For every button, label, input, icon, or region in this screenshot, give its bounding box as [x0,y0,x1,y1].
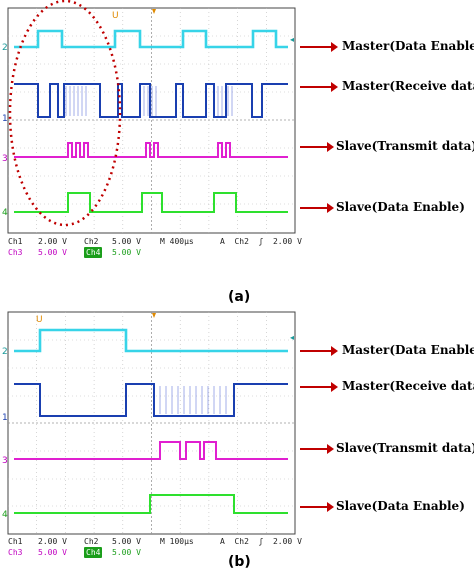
trigger-readout: A Ch2 ʃ 2.00 V [220,237,302,246]
ch3-label: Ch3 [8,248,23,257]
arrow-slave-transmit-b [300,444,334,454]
oscilloscope-display-a: U ◂ 2 1 3 4 [2,0,296,234]
arrow-master-receive-a [300,82,338,92]
ch4-scale: 5.00 V [112,248,141,257]
status-bar-a: Ch1 2.00 V Ch2 5.00 V M 400µs A Ch2 ʃ 2.… [8,236,302,260]
label-slave-transmit-data-b: Slave(Transmit data) [336,441,474,455]
arrow-master-enable-a [300,42,338,52]
ch1-label: Ch1 [8,237,23,246]
arrow-slave-transmit-a [300,142,334,152]
ch2-label: Ch2 [84,237,99,246]
ch2-marker: 2 [2,43,8,53]
trigger-readout: A Ch2 ʃ 2.00 V [220,537,302,546]
ch4-marker: 4 [2,208,8,218]
ch4-label: Ch4 [84,247,103,258]
ch2-marker: 2 [2,347,8,357]
ch4-marker: 4 [2,510,8,520]
ch1-scale: 2.00 V [38,537,67,546]
ch3-scale: 5.00 V [38,548,67,557]
label-master-receive-data-b: Master(Receive data) [342,379,474,393]
ch3-marker: 3 [2,456,8,466]
svg-text:U: U [36,315,43,325]
arrow-master-receive-b [300,382,338,392]
label-master-receive-data-a: Master(Receive data) [342,79,474,93]
timebase: M 100µs [160,537,194,546]
label-master-data-enable-a: Master(Data Enable) [342,39,474,53]
arrow-master-enable-b [300,346,338,356]
ch3-scale: 5.00 V [38,248,67,257]
svg-text:◂: ◂ [290,333,294,342]
timebase: M 400µs [160,237,194,246]
svg-text:U: U [112,11,119,21]
label-slave-transmit-data-a: Slave(Transmit data) [336,139,474,153]
ch1-scale: 2.00 V [38,237,67,246]
arrow-slave-enable-a [300,203,334,213]
arrow-slave-enable-b [300,502,334,512]
oscilloscope-display-b: U ◂ 2 1 3 4 [2,311,296,535]
label-slave-data-enable-b: Slave(Data Enable) [336,499,465,513]
ch1-marker: 1 [2,413,8,423]
panel-b: U ◂ 2 1 3 4 Ch1 2.00 V Ch2 5.00 V M 100µ… [0,306,474,573]
ch1-marker: 1 [2,114,8,124]
caption-a: (a) [228,289,251,305]
caption-b: (b) [228,554,251,570]
ch3-label: Ch3 [8,548,23,557]
ch2-scale: 5.00 V [112,537,141,546]
highlight-ellipse [8,0,122,227]
ch4-label: Ch4 [84,547,103,558]
ch3-marker: 3 [2,154,8,164]
ch4-scale: 5.00 V [112,548,141,557]
label-slave-data-enable-a: Slave(Data Enable) [336,200,465,214]
svg-text:◂: ◂ [290,35,294,44]
ch1-label: Ch1 [8,537,23,546]
status-bar-b: Ch1 2.00 V Ch2 5.00 V M 100µs A Ch2 ʃ 2.… [8,536,302,560]
ch2-scale: 5.00 V [112,237,141,246]
ch2-label: Ch2 [84,537,99,546]
label-master-data-enable-b: Master(Data Enable) [342,343,474,357]
panel-a: U ◂ 2 1 3 4 Ch1 2.00 V Ch2 5.00 V [2,0,474,305]
